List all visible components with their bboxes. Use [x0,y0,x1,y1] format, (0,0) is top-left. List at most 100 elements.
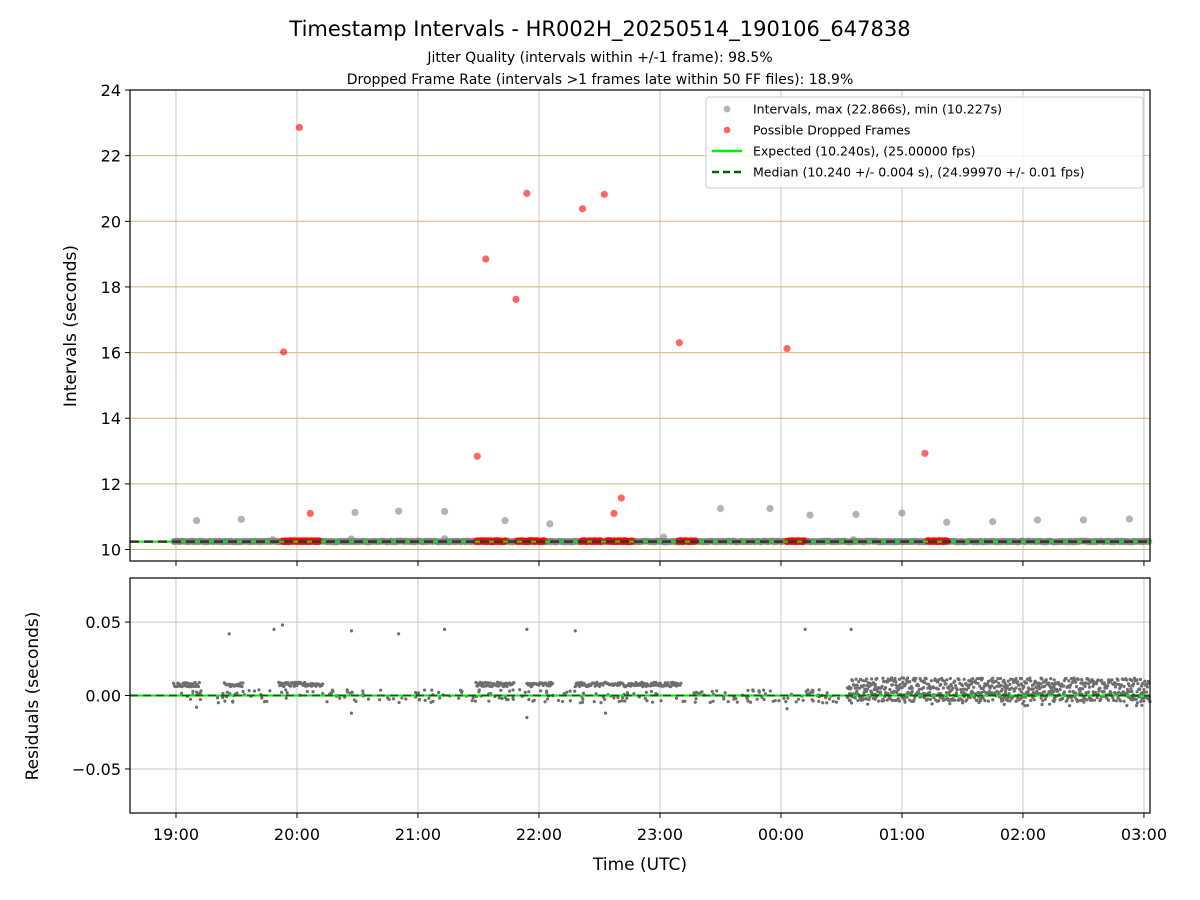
interval-point [237,515,245,523]
residual-point [896,697,901,701]
residual-point [221,696,225,700]
residual-point [1091,679,1095,683]
residual-point [252,689,257,693]
residual-point [857,680,861,684]
residual-point [941,686,946,690]
residual-point [910,686,914,690]
residual-point [581,691,586,695]
residual-point [1055,689,1060,693]
residual-point [960,698,965,703]
residual-point [621,696,625,700]
residual-point [924,698,929,702]
residual-point [1069,695,1073,700]
residual-point [311,690,315,694]
residual-point [257,688,261,692]
residual-point [960,701,965,705]
residual-point [478,680,482,684]
residual-point [824,696,828,700]
residual-point [997,681,1001,685]
residual-point [1103,686,1107,690]
residual-point [1003,689,1008,693]
residual-point [1140,691,1144,695]
top-y-tick-label: 10 [101,541,121,560]
residual-point [592,700,596,704]
residual-point [949,682,953,687]
residual-point [885,698,889,702]
residual-point [262,700,267,704]
residual-point [986,699,990,703]
residual-point [883,685,888,690]
residual-point [1008,682,1012,686]
interval-point [440,507,449,516]
residual-point [1014,686,1018,690]
legend-label: Expected (10.240s), (25.00000 fps) [753,144,975,159]
residual-point [953,679,957,683]
residual-point [1138,687,1142,691]
residual-point [1129,687,1133,691]
residual-point [708,700,712,704]
residual-point [1023,704,1027,708]
residual-point [503,696,508,700]
residual-point [1094,682,1099,686]
residual-point [936,687,940,691]
residual-point [1131,695,1135,700]
residual-point [914,676,918,681]
residual-point [861,679,865,683]
residual-point [1109,691,1113,695]
residual-point [957,678,961,682]
residual-point [581,697,585,701]
residual-point [223,699,227,703]
residual-point [906,691,910,695]
residual-point [969,690,973,694]
residual-point [784,700,788,704]
top-axes-frame [129,89,1151,562]
interval-point [395,507,403,515]
residual-point [338,696,342,700]
residual-point [851,679,855,683]
residual-point [422,688,427,692]
residual-point [930,702,934,706]
residual-point [981,696,985,700]
residual-point [1099,697,1103,701]
residual-point [1140,697,1144,701]
dropped-frame-point [675,339,683,347]
residual-point [960,683,965,688]
residual-point [191,689,195,694]
residual-point [349,711,354,715]
interval-point [659,533,668,541]
residual-point [1034,685,1038,689]
residual-point [722,697,726,701]
residual-point [873,685,877,689]
residual-point [1127,684,1131,688]
residual-point [1069,676,1073,681]
dropped-frame-point [600,190,608,198]
residual-point [1130,683,1135,688]
residual-point [378,688,383,692]
residual-point [942,679,946,683]
residual-point [489,691,493,696]
residual-point [990,684,994,688]
residual-point [983,699,987,703]
residual-point [862,683,866,688]
figure-title: Timestamp Intervals - HR002H_20250514_19… [288,17,910,42]
residual-point [882,680,886,684]
intervals-legend: Intervals, max (22.866s), min (10.227s) P… [705,96,1144,189]
residual-point [530,684,534,688]
residual-point [221,691,225,696]
residual-point [944,682,948,686]
interval-point [192,517,201,525]
x-tick-label: 23:00 [637,825,683,844]
residual-point [305,689,310,694]
residual-point [763,692,768,696]
residual-point [890,698,895,703]
residual-point [512,681,516,685]
residual-point [777,699,781,703]
residual-point [1102,690,1106,694]
residual-point [917,687,921,691]
residual-point [1004,683,1008,687]
residual-point [518,688,522,692]
interval-point [766,504,774,513]
residual-point [903,682,908,686]
residual-point [1102,682,1107,687]
residual-point [878,690,882,694]
